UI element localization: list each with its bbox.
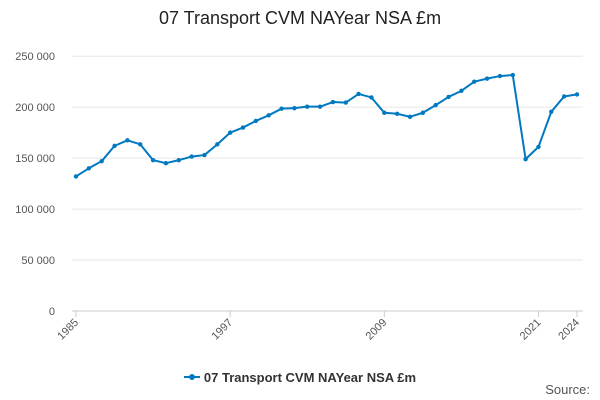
data-point[interactable] [253,118,259,124]
y-tick-label: 100 000 [15,204,55,216]
data-point[interactable] [510,72,515,78]
data-point[interactable] [549,109,554,114]
legend-line-marker-icon [183,374,200,380]
chart-title: 07 Transport CVM NAYear NSA £m [158,8,442,28]
data-point[interactable] [369,95,374,100]
y-axis: 0 50 000 100 000 150 000 200 000 250 000 [15,51,55,318]
data-point[interactable] [202,152,207,158]
data-point[interactable] [73,174,79,179]
x-axis: 1985 1997 2009 2021 2024 [55,311,582,342]
data-point[interactable] [497,73,503,79]
legend-item[interactable]: 07 Transport CVM NAYear NSA £m [183,369,417,385]
data-point[interactable] [446,94,451,100]
data-point[interactable] [189,154,194,159]
data-point[interactable] [99,158,104,164]
data-point[interactable] [561,94,567,99]
series-line[interactable] [75,74,578,178]
data-point[interactable] [305,104,310,109]
data-point[interactable] [382,110,387,115]
data-point[interactable] [266,113,271,118]
data-point[interactable] [484,76,490,81]
data-point[interactable] [240,125,246,130]
data-point[interactable] [394,111,400,116]
data-point[interactable] [536,144,541,150]
legend: 07 Transport CVM NAYear NSA £m [0,366,600,385]
data-point[interactable] [343,100,348,105]
data-point[interactable] [292,105,297,111]
data-point[interactable] [215,142,220,147]
series-layer [73,72,580,179]
data-point[interactable] [125,138,130,143]
data-point[interactable] [138,142,143,147]
data-point[interactable] [176,157,181,163]
gridlines [72,55,583,312]
data-point[interactable] [330,99,336,105]
data-point[interactable] [163,161,169,166]
data-point[interactable] [574,92,580,97]
y-tick-label: 200 000 [15,102,55,114]
data-point[interactable] [112,143,117,149]
x-tick-label: 1997 [209,317,235,343]
x-tick-label: 2024 [556,317,582,343]
legend-label: 07 Transport CVM NAYear NSA £m [203,369,417,385]
source-label: Source: [545,382,590,397]
data-point[interactable] [523,156,528,162]
data-point[interactable] [356,91,361,97]
data-point[interactable] [279,106,284,111]
y-tick-label: 150 000 [15,153,55,165]
y-tick-label: 50 000 [21,255,55,267]
x-tick-label: 2021 [518,317,544,343]
data-point[interactable] [86,166,92,171]
data-point[interactable] [459,88,464,94]
y-tick-label: 0 [49,306,55,318]
data-point[interactable] [227,130,233,135]
x-tick-label: 2009 [364,317,390,343]
data-point[interactable] [317,104,323,109]
data-point[interactable] [150,157,156,163]
data-point[interactable] [472,79,477,84]
y-tick-label: 250 000 [15,51,55,63]
x-tick-label: 1985 [55,317,81,343]
data-point[interactable] [433,102,438,108]
data-point[interactable] [407,114,413,120]
data-point[interactable] [420,110,426,115]
